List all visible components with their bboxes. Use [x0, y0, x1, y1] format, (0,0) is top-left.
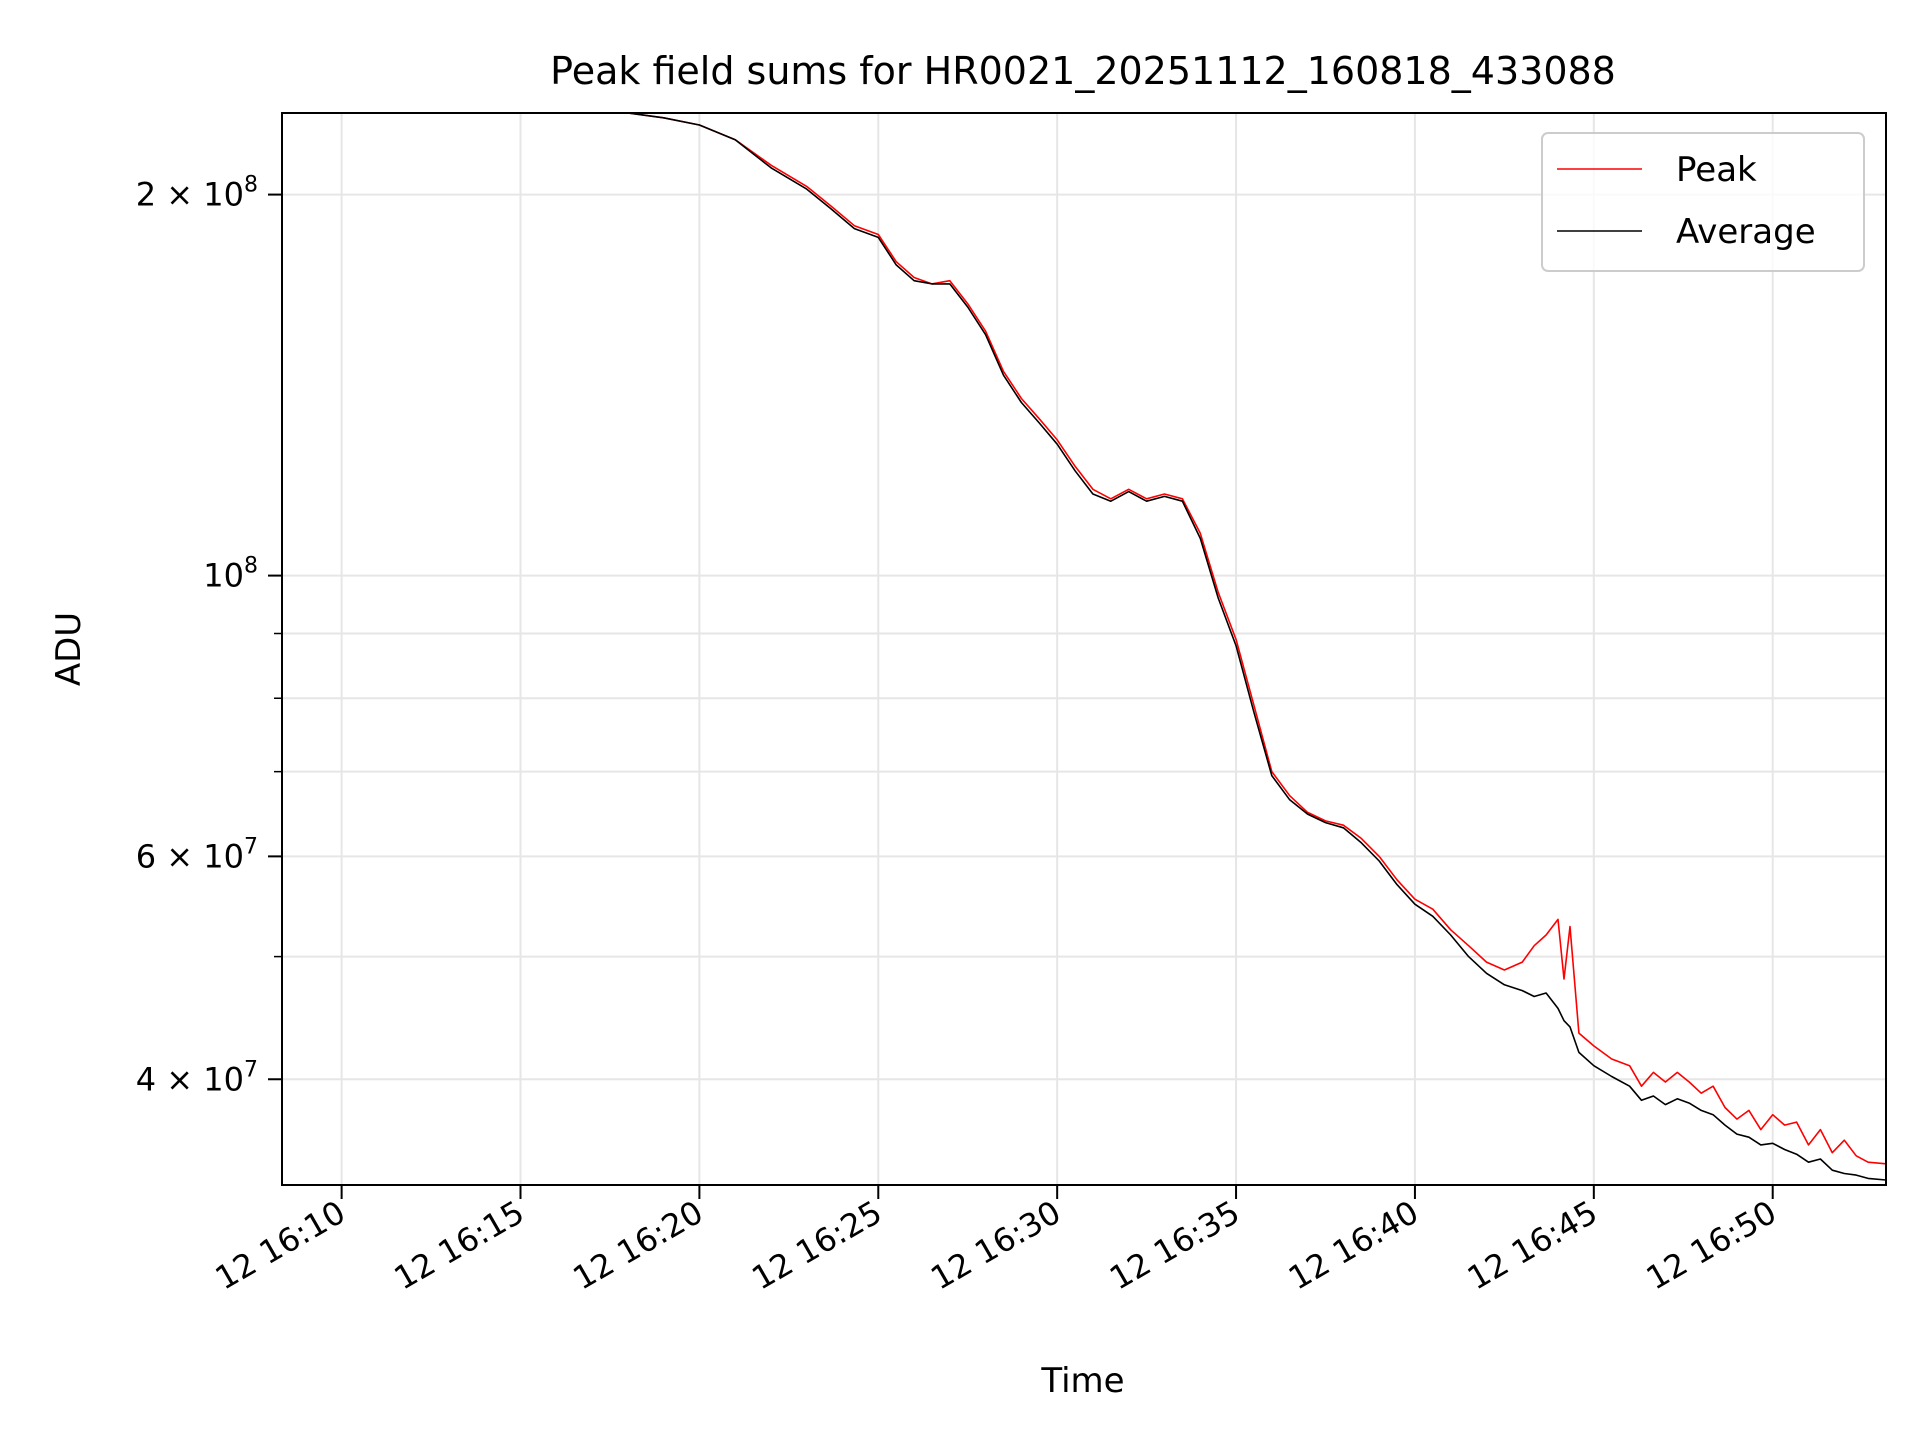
y-tick-label: 6 × 107	[136, 834, 258, 875]
series-lines	[591, 113, 1886, 1181]
y-axis-label: ADU	[49, 612, 89, 686]
x-axis-label: Time	[1040, 1361, 1124, 1401]
chart-title: Peak field sums for HR0021_20251112_1608…	[550, 49, 1616, 93]
y-axis: 2 × 108 108 6 × 107 4 × 107	[136, 173, 282, 1098]
legend-label-average: Average	[1676, 212, 1816, 252]
legend-box	[1541, 132, 1865, 272]
y-tick-label: 4 × 107	[136, 1057, 258, 1098]
y-tick-label: 2 × 108	[136, 173, 258, 214]
plot-frame	[281, 112, 1887, 1186]
series-line-peak	[591, 113, 1886, 1165]
series-line-average	[591, 113, 1886, 1181]
y-tick-label: 108	[203, 554, 258, 595]
grid	[282, 113, 1886, 1185]
legend: Peak Average	[1541, 132, 1865, 272]
legend-label-peak: Peak	[1676, 150, 1757, 190]
